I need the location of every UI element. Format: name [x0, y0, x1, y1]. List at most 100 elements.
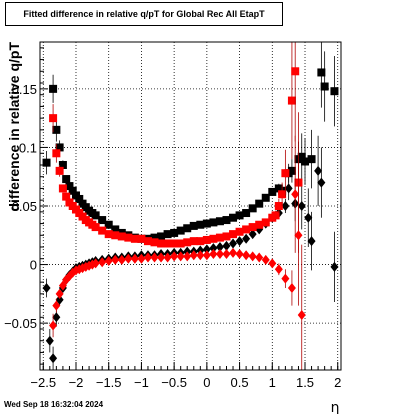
data-point: [209, 243, 218, 254]
data-point: [196, 250, 205, 261]
data-point: [242, 233, 251, 244]
data-point: [49, 114, 58, 123]
data-point: [222, 249, 231, 260]
data-point: [163, 252, 172, 263]
data-point: [183, 251, 192, 262]
data-point: [215, 233, 224, 242]
data-point: [52, 300, 61, 311]
data-point: [150, 233, 159, 242]
data-point: [209, 249, 218, 260]
data-point: [104, 220, 113, 229]
data-point: [91, 223, 100, 232]
data-point: [284, 183, 293, 194]
chart-title: Fitted difference in relative q/pT for G…: [5, 2, 283, 26]
y-axis-label: difference in relative q/pT: [6, 42, 22, 212]
data-point: [255, 199, 264, 208]
data-point: [291, 67, 300, 76]
data-point: [301, 157, 310, 166]
data-point: [49, 84, 58, 93]
data-point: [255, 252, 264, 263]
data-point: [222, 232, 231, 241]
data-point: [157, 239, 166, 248]
data-point: [189, 250, 198, 261]
data-point: [242, 250, 251, 261]
data-point: [294, 230, 303, 241]
data-point: [183, 238, 192, 247]
data-point: [55, 166, 64, 175]
data-point: [229, 238, 238, 249]
x-tick-label: −1: [134, 375, 149, 390]
data-point: [157, 252, 166, 263]
data-point: [248, 229, 257, 240]
data-point: [157, 232, 166, 241]
data-point: [52, 125, 61, 134]
data-point: [261, 193, 270, 202]
data-point: [137, 253, 146, 264]
data-point: [274, 264, 283, 275]
data-point: [297, 152, 306, 161]
data-point: [281, 169, 290, 178]
data-point: [189, 221, 198, 230]
data-point: [317, 177, 326, 188]
data-point: [320, 82, 329, 91]
grid: [40, 42, 341, 370]
data-point: [176, 239, 185, 248]
data-point: [229, 230, 238, 239]
data-point: [202, 235, 211, 244]
data-points: [42, 42, 339, 370]
data-point: [91, 211, 100, 220]
data-point: [65, 182, 74, 191]
data-point: [163, 230, 172, 239]
y-tick-label: −0.05: [4, 316, 37, 331]
y-tick-label: 0: [30, 258, 37, 273]
data-point: [170, 228, 179, 237]
data-point: [98, 257, 107, 268]
data-point: [150, 252, 159, 263]
data-point: [45, 335, 54, 346]
data-point: [143, 237, 152, 246]
data-point: [304, 212, 313, 223]
x-axis-label: η: [331, 400, 340, 414]
data-point: [248, 251, 257, 262]
data-point: [75, 194, 84, 203]
data-point: [287, 283, 296, 293]
x-tick-label: 1.5: [296, 375, 314, 390]
data-point: [235, 236, 244, 247]
data-point: [49, 353, 58, 364]
data-point: [124, 233, 133, 242]
data-point: [98, 216, 107, 225]
data-point: [202, 244, 211, 255]
data-point: [163, 239, 172, 248]
data-point: [196, 237, 205, 246]
data-point: [183, 224, 192, 233]
data-point: [189, 237, 198, 246]
timestamp: Wed Sep 18 16:32:04 2024: [4, 400, 104, 409]
data-point: [235, 211, 244, 220]
data-point: [222, 240, 231, 251]
data-point: [117, 232, 126, 241]
data-point: [176, 251, 185, 262]
x-tick-label: −2.5: [30, 375, 56, 390]
data-point: [42, 158, 51, 167]
data-point: [209, 218, 218, 227]
x-tick-label: 0: [203, 375, 210, 390]
x-tick-label: 2: [334, 375, 341, 390]
data-point: [330, 87, 339, 96]
data-point: [176, 226, 185, 235]
data-point: [330, 261, 339, 272]
data-point: [248, 204, 257, 213]
data-point: [117, 254, 126, 265]
data-point: [291, 189, 300, 200]
data-point: [42, 283, 51, 293]
y-tick-label: 0.05: [12, 199, 37, 214]
data-point: [242, 225, 251, 234]
data-point: [55, 288, 64, 299]
data-point: [150, 238, 159, 247]
data-point: [58, 280, 67, 291]
data-point: [62, 175, 71, 184]
y-tick-label: 0.15: [12, 82, 37, 97]
data-point: [55, 143, 64, 152]
data-point: [104, 256, 113, 267]
data-point: [104, 230, 113, 239]
